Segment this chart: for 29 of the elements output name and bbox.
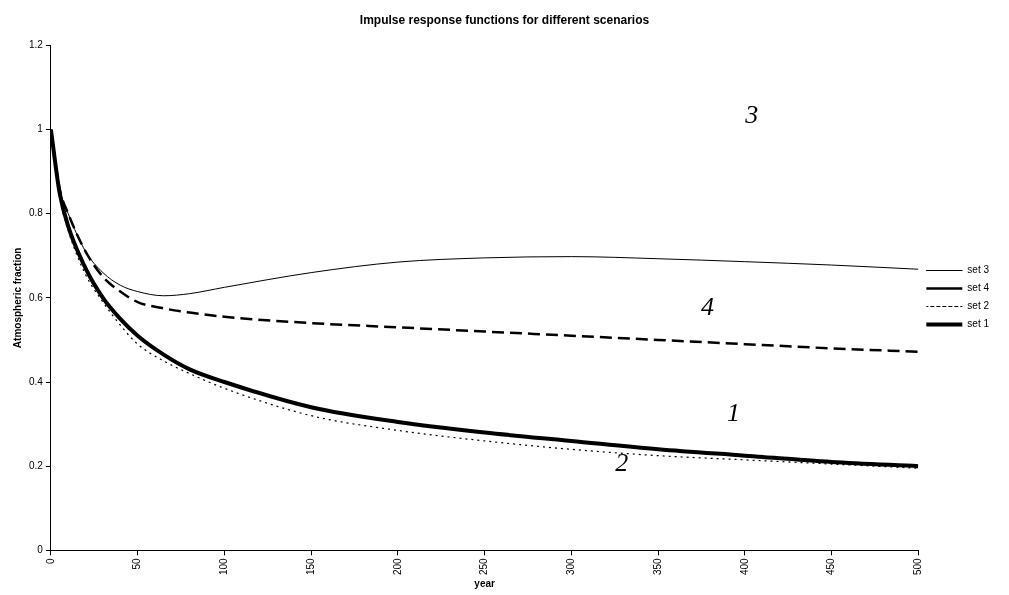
x-tick-label: 450 bbox=[825, 557, 837, 575]
legend-label: set 1 bbox=[967, 318, 990, 330]
y-tick-label: 0.4 bbox=[29, 375, 44, 387]
y-tick-label: 1 bbox=[37, 123, 44, 135]
x-tick-label: 200 bbox=[391, 557, 403, 575]
y-tick-label: 0.6 bbox=[29, 291, 44, 303]
legend-label: set 4 bbox=[967, 282, 990, 294]
y-tick-label: 0.2 bbox=[29, 459, 44, 471]
x-tick-label: 150 bbox=[304, 557, 316, 575]
y-tick-label: 0 bbox=[37, 544, 44, 556]
x-tick-label: 300 bbox=[565, 557, 577, 575]
x-tick-label: 400 bbox=[738, 557, 750, 575]
x-tick-label: 250 bbox=[478, 557, 490, 575]
x-tick-label: 0 bbox=[44, 557, 56, 564]
annotation: 3 bbox=[744, 99, 759, 129]
y-tick-label: 1.2 bbox=[29, 39, 44, 51]
annotation: 2 bbox=[615, 448, 629, 478]
x-tick-label: 350 bbox=[651, 557, 663, 575]
x-tick-label: 50 bbox=[131, 557, 143, 570]
legend-label: set 2 bbox=[967, 300, 990, 312]
y-axis-title: Atmospheric fraction bbox=[11, 247, 23, 349]
y-tick-label: 0.8 bbox=[29, 207, 44, 219]
legend-label: set 3 bbox=[967, 264, 990, 276]
chart-title: Impulse response functions for different scenarios bbox=[359, 12, 650, 27]
x-tick-label: 500 bbox=[912, 557, 924, 575]
annotation: 4 bbox=[701, 291, 715, 321]
annotation: 1 bbox=[727, 397, 741, 427]
x-axis-title: year bbox=[474, 577, 496, 589]
x-tick-label: 100 bbox=[218, 557, 230, 575]
